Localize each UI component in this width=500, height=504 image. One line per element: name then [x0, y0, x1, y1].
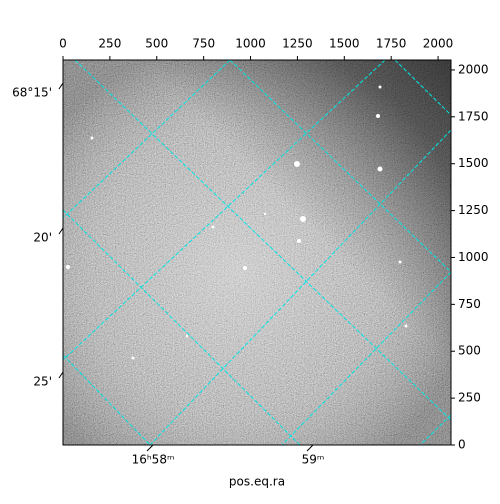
x-tick-label: 2000 [423, 37, 454, 51]
dec-tick [58, 82, 64, 90]
ra-tick [306, 444, 314, 452]
y-tick-label: 750 [458, 297, 481, 311]
x-tick-label: 500 [145, 37, 168, 51]
x-tick-label: 1000 [235, 37, 266, 51]
dec-tick-label: 25' [33, 375, 52, 389]
y-tick-label: 1000 [458, 250, 489, 264]
x-tick-label: 1250 [282, 37, 313, 51]
ra-tick [146, 444, 154, 452]
ra-tick-label: 16ʰ58ᵐ [132, 453, 175, 467]
x-tick-label: 250 [98, 37, 121, 51]
dec-tick [58, 371, 64, 379]
x-tick-label: 0 [59, 37, 67, 51]
dec-tick-label: 68°15' [12, 86, 52, 100]
y-tick-label: 1500 [458, 156, 489, 170]
y-tick-label: 0 [458, 438, 466, 452]
dec-tick [58, 227, 64, 235]
image [63, 60, 451, 445]
x-tick-label: 1750 [376, 37, 407, 51]
dec-tick-label: 20' [33, 231, 52, 245]
axes-frame [62, 59, 452, 446]
y-tick-label: 500 [458, 344, 481, 358]
x-tick-label: 750 [192, 37, 215, 51]
coordinate-grid [63, 60, 451, 445]
y-tick-label: 1250 [458, 203, 489, 217]
x-tick-label: 1500 [329, 37, 360, 51]
y-tick-label: 2000 [458, 62, 489, 76]
x-axis-label: pos.eq.ra [229, 475, 285, 489]
y-tick-label: 1750 [458, 109, 489, 123]
ra-tick-label: 59ᵐ [302, 453, 325, 467]
y-tick-label: 250 [458, 391, 481, 405]
